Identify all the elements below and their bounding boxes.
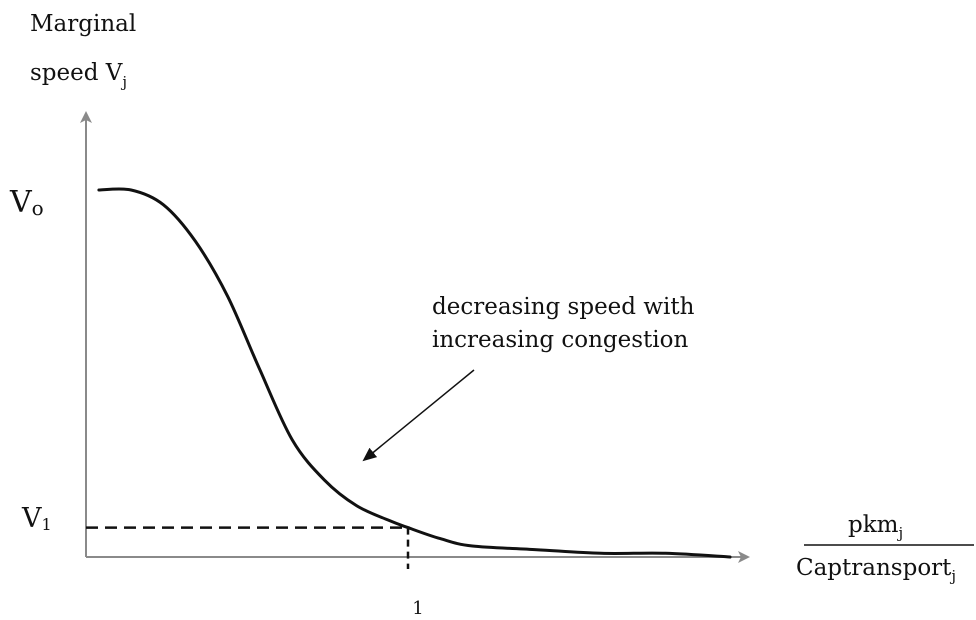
y-axis-label-line1: Marginal (30, 11, 136, 37)
y-tick-v1: V1 (21, 503, 52, 534)
y-tick-v1-subscript: 1 (42, 515, 52, 534)
x-axis-label-denominator: Captransportj (796, 555, 956, 585)
annotation-line2: increasing congestion (432, 327, 689, 353)
y-axis-label-line2: speed Vj (30, 60, 127, 91)
y-tick-v0: Vo (9, 185, 44, 220)
y-tick-v0-main: V (9, 185, 33, 220)
annotation-arrow (362, 369, 475, 462)
speed-curve (97, 187, 732, 559)
y-axis-label-subscript: j (120, 73, 127, 91)
x-axis-label-numerator: pkmj (848, 512, 903, 542)
y-axis-label-main: speed V (30, 60, 123, 86)
y-tick-v1-main: V (21, 503, 42, 534)
x-axis-denominator-subscript: j (949, 567, 956, 585)
x-tick-label: 1 (412, 598, 423, 619)
x-axis-denominator-main: Captransport (796, 555, 952, 581)
x-axis-numerator-main: pkm (848, 512, 899, 538)
y-tick-v0-subscript: o (32, 196, 44, 220)
annotation-line1: decreasing speed with (432, 294, 695, 320)
x-axis-numerator-subscript: j (896, 524, 903, 542)
